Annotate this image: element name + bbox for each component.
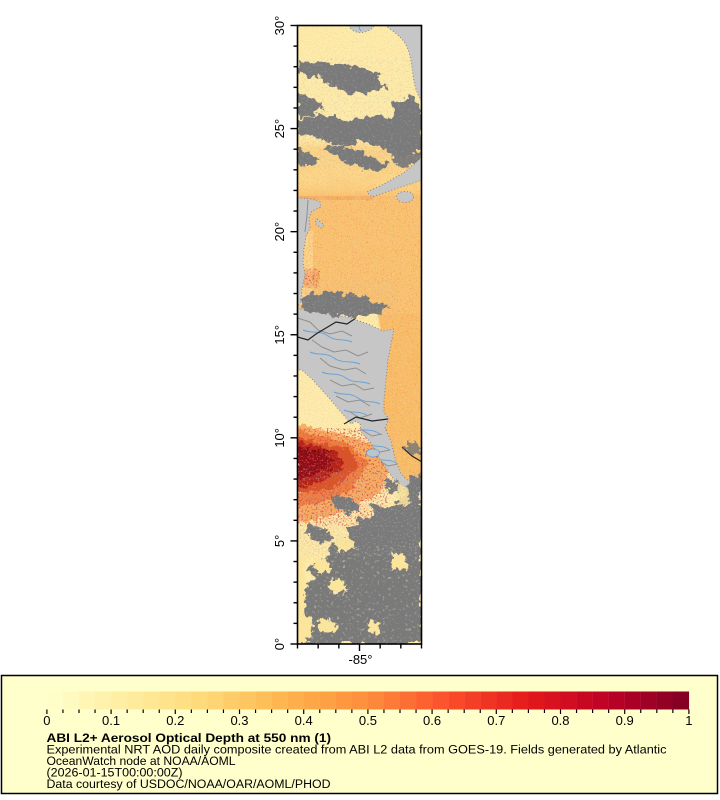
svg-text:0.2: 0.2	[166, 713, 184, 728]
svg-text:30°: 30°	[272, 16, 287, 36]
svg-text:0°: 0°	[272, 638, 287, 650]
svg-text:15°: 15°	[272, 325, 287, 345]
svg-text:Data courtesy of USDOC/NOAA/OA: Data courtesy of USDOC/NOAA/OAR/AOML/PHO…	[47, 777, 331, 791]
svg-text:20°: 20°	[272, 222, 287, 242]
svg-text:0.1: 0.1	[102, 713, 120, 728]
svg-text:0.7: 0.7	[487, 713, 505, 728]
svg-text:Experimental NRT AOD daily com: Experimental NRT AOD daily composite cre…	[47, 743, 667, 757]
svg-text:0.5: 0.5	[359, 713, 377, 728]
svg-text:ABI L2+ Aerosol Optical Depth: ABI L2+ Aerosol Optical Depth at 550 nm …	[47, 731, 332, 745]
svg-text:10°: 10°	[272, 428, 287, 448]
svg-text:0.9: 0.9	[616, 713, 634, 728]
svg-text:OceanWatch node at NOAA/AOML: OceanWatch node at NOAA/AOML	[47, 754, 236, 768]
svg-text:1: 1	[685, 713, 692, 728]
svg-text:-85°: -85°	[349, 652, 373, 667]
svg-text:0.3: 0.3	[230, 713, 248, 728]
svg-text:0.6: 0.6	[423, 713, 441, 728]
svg-text:0: 0	[43, 713, 50, 728]
svg-text:0.8: 0.8	[551, 713, 569, 728]
svg-text:0.4: 0.4	[295, 713, 313, 728]
svg-text:25°: 25°	[272, 119, 287, 139]
svg-text:5°: 5°	[272, 535, 287, 547]
svg-text:(2026-01-15T00:00:00Z): (2026-01-15T00:00:00Z)	[47, 766, 183, 780]
